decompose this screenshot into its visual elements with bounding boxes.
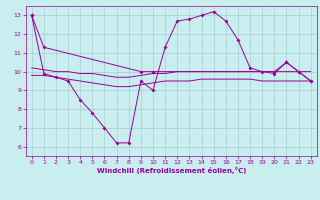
X-axis label: Windchill (Refroidissement éolien,°C): Windchill (Refroidissement éolien,°C) — [97, 167, 246, 174]
